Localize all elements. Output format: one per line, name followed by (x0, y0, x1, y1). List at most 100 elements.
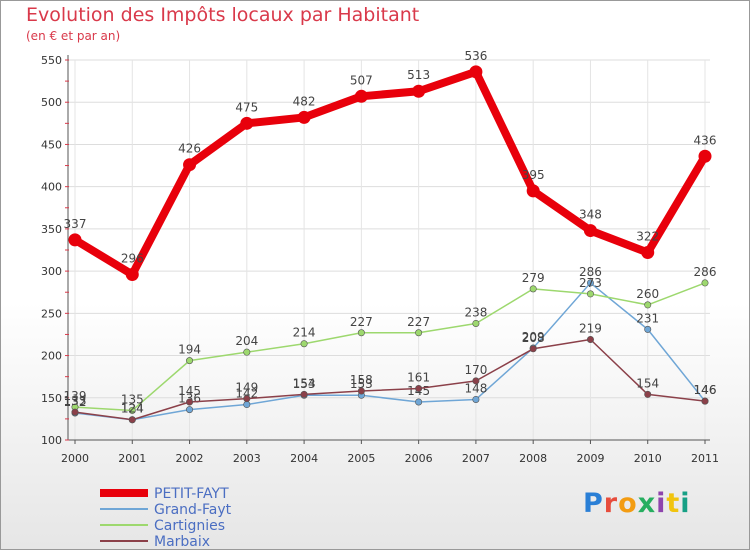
x-tick-label: 2010 (634, 452, 662, 465)
data-point (412, 84, 426, 98)
data-point (586, 290, 594, 298)
proxiti-logo: Proxiti (583, 488, 691, 519)
data-point (415, 384, 423, 392)
logo-letter: r (603, 488, 619, 519)
data-label: 286 (579, 265, 602, 279)
data-point (644, 390, 652, 398)
series-petit-fayt: 337 296 426 475 482 507 513 536 395 348 322 436 (64, 49, 717, 281)
data-label: 273 (579, 276, 602, 290)
data-label: 482 (293, 94, 316, 108)
x-tick-label: 2004 (290, 452, 318, 465)
y-tick-label: 350 (41, 223, 62, 236)
data-point (641, 246, 655, 260)
data-label: 238 (464, 305, 487, 319)
data-label: 146 (694, 383, 717, 397)
data-point (128, 406, 136, 414)
data-label: 436 (694, 133, 717, 147)
data-label: 231 (636, 311, 659, 325)
data-label: 209 (522, 330, 545, 344)
x-tick-label: 2000 (61, 452, 89, 465)
data-point (183, 158, 197, 172)
data-label: 426 (178, 142, 201, 156)
data-label: 475 (235, 100, 258, 114)
data-label: 337 (64, 217, 87, 231)
series-line (74, 282, 706, 412)
data-point (586, 336, 594, 344)
data-point (297, 110, 311, 124)
data-label: 149 (235, 381, 258, 395)
y-tick-label: 300 (41, 265, 62, 278)
logo-letter: i (680, 488, 691, 519)
logo-letter: i (656, 488, 667, 519)
data-point (300, 390, 308, 398)
data-point (71, 408, 79, 416)
y-tick-label: 400 (41, 181, 62, 194)
data-point (240, 116, 254, 130)
legend-label: PETIT-FAYT (154, 486, 229, 502)
data-label: 135 (121, 392, 144, 406)
x-tick-label: 2009 (576, 452, 604, 465)
data-point (186, 398, 194, 406)
data-label: 296 (121, 251, 144, 265)
y-tick-label: 450 (41, 138, 62, 151)
data-label: 161 (407, 370, 430, 384)
data-label: 139 (64, 389, 87, 403)
data-point (186, 406, 194, 414)
x-tick-label: 2002 (176, 452, 204, 465)
series-line (71, 67, 709, 279)
data-point (125, 267, 139, 281)
data-label: 260 (636, 287, 659, 301)
series-marbaix: 133 124 145 149 154 158 161 170 208 219 154 146 (64, 322, 717, 424)
data-label: 142 (235, 387, 258, 401)
data-label: 124 (121, 402, 144, 416)
data-label: 153 (293, 377, 316, 391)
data-label: 279 (522, 271, 545, 285)
data-label: 145 (178, 384, 201, 398)
data-point (186, 357, 194, 365)
data-point (701, 279, 709, 287)
data-point (644, 301, 652, 309)
series-line (74, 338, 706, 421)
data-label: 536 (464, 49, 487, 63)
data-label: 513 (407, 68, 430, 82)
data-label: 132 (64, 395, 87, 409)
legend-label: Grand-Fayt (154, 502, 232, 518)
series-grand-fayt: 132124136142153153145148209286231146 (64, 265, 716, 424)
data-label: 227 (350, 315, 373, 329)
data-point (128, 416, 136, 424)
x-tick-label: 2001 (118, 452, 146, 465)
y-tick-label: 500 (41, 96, 62, 109)
y-tick-label: 200 (41, 350, 62, 363)
data-point (357, 387, 365, 395)
logo-letter: o (618, 488, 638, 519)
data-point (243, 395, 251, 403)
data-label: 286 (694, 265, 717, 279)
data-label: 194 (178, 343, 201, 357)
data-label: 148 (464, 381, 487, 395)
data-point (354, 89, 368, 103)
chart-subtitle: (en € et par an) (26, 29, 121, 43)
data-label: 348 (579, 208, 602, 222)
data-point (698, 149, 712, 163)
y-tick-label: 550 (41, 54, 62, 67)
legend-label: Marbaix (154, 534, 210, 550)
y-tick-label: 250 (41, 307, 62, 320)
data-point (415, 329, 423, 337)
data-point (526, 184, 540, 198)
data-label: 153 (350, 377, 373, 391)
data-point (472, 377, 480, 385)
data-label: 214 (293, 326, 316, 340)
logo-letter: t (666, 488, 681, 519)
x-tick-label: 2006 (405, 452, 433, 465)
data-label: 158 (350, 373, 373, 387)
data-point (68, 233, 82, 247)
x-tick-label: 2005 (347, 452, 375, 465)
data-label: 507 (350, 73, 373, 87)
data-label: 170 (464, 363, 487, 377)
data-point (357, 329, 365, 337)
data-label: 219 (579, 322, 602, 336)
data-label: 204 (235, 334, 258, 348)
series-cartignies: 139 135 194 204 214 227 227 238 279 273 260 286 (64, 265, 717, 414)
